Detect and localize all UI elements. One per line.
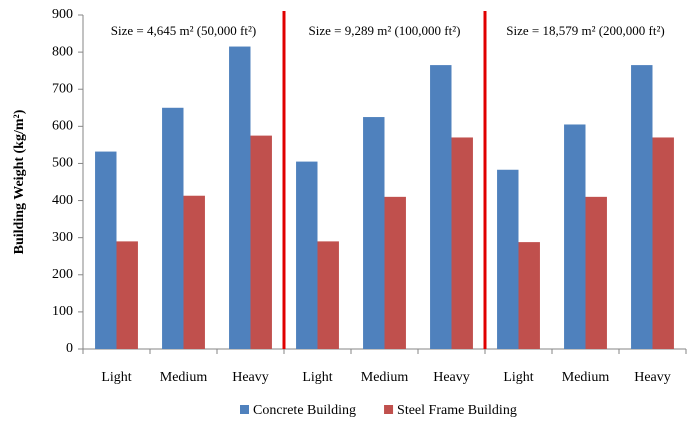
x-tick-label: Medium [160,370,208,385]
y-tick-label: 0 [66,341,73,356]
bar [363,117,385,349]
bar [384,196,406,349]
bar [296,161,318,349]
annotation: Size = 18,579 m² (200,000 ft²) [506,23,664,38]
x-tick-label: Heavy [433,370,470,385]
bar [585,196,607,349]
y-tick-label: 500 [52,156,73,171]
bar [430,65,452,349]
y-axis-label: Building Weight (kg/m²) [12,109,27,254]
y-tick-label: 700 [52,81,73,96]
legend-label: Steel Frame Building [397,403,517,418]
bar [451,137,473,349]
bar [229,46,251,350]
bar [497,169,519,349]
y-tick-label: 400 [52,193,73,208]
bar [518,242,540,349]
annotation: Size = 4,645 m² (50,000 ft²) [111,23,256,38]
x-tick-label: Light [503,370,533,385]
bar [317,241,339,349]
bar [564,124,586,349]
bar [162,107,184,350]
x-tick-label: Medium [361,370,409,385]
x-tick-label: Light [302,370,332,385]
annotation: Size = 9,289 m² (100,000 ft²) [309,23,461,38]
bar [652,137,674,349]
bar [250,135,272,349]
y-tick-label: 800 [52,44,73,59]
y-tick-label: 900 [52,7,73,22]
y-tick-label: 300 [52,230,73,245]
x-tick-label: Heavy [232,370,269,385]
bar [116,241,138,349]
legend-label: Concrete Building [253,403,356,418]
y-tick-label: 100 [52,304,73,319]
legend-swatch [384,405,394,414]
bar [183,195,205,349]
bar [631,65,653,349]
x-tick-label: Light [101,370,131,385]
x-tick-label: Medium [562,370,610,385]
bar [95,151,117,349]
y-tick-label: 600 [52,119,73,134]
x-tick-label: Heavy [634,370,671,385]
y-tick-label: 200 [52,267,73,282]
legend-swatch [240,405,249,414]
